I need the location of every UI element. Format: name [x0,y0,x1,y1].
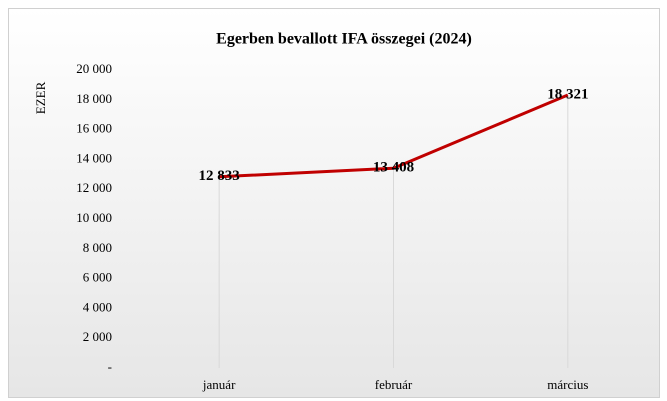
y-tick-label: 4 000 [83,299,112,314]
data-label: 12 833 [199,168,240,184]
data-label: 13 408 [373,160,414,176]
y-tick-label: - [108,359,112,374]
line-series [219,93,569,179]
y-tick-label: 20 000 [76,61,112,76]
y-tick-label: 8 000 [83,240,112,255]
y-tick-label: 2 000 [83,329,112,344]
x-tick-label: március [547,377,588,392]
y-tick-label: 16 000 [76,121,112,136]
y-tick-label: 10 000 [76,210,112,225]
chart-frame [8,8,660,398]
y-tick-label: 12 000 [76,180,112,195]
x-tick-label: február [375,377,413,392]
y-tick-label: 14 000 [76,150,112,165]
y-tick-label: 18 000 [76,91,112,106]
y-axis-label: EZER [33,81,48,114]
x-tick-label: január [202,377,236,392]
chart-title: Egerben bevallott IFA összegei (2024) [216,31,472,48]
y-tick-label: 6 000 [83,270,112,285]
data-label: 18 321 [547,86,588,102]
